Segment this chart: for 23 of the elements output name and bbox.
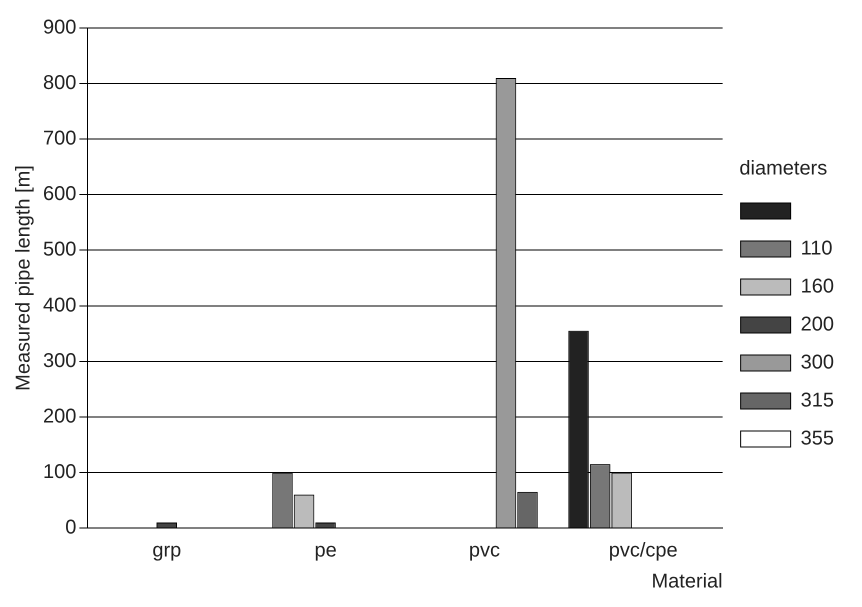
y-tick-label: 500 xyxy=(42,238,76,261)
y-tick-label: 900 xyxy=(42,16,76,39)
y-tick-label: 0 xyxy=(65,516,76,539)
legend-label: 300 xyxy=(800,352,834,374)
legend-label: 355 xyxy=(800,428,834,450)
legend-label: 110 xyxy=(800,238,833,260)
y-tick-label: 700 xyxy=(42,128,76,150)
legend-label: 315 xyxy=(800,390,834,412)
x-tick-label: pvc xyxy=(468,540,500,562)
y-axis-title: Measured pipe length [m] xyxy=(12,165,35,391)
legend-label: 200 xyxy=(800,314,834,336)
y-tick-label: 800 xyxy=(42,72,76,94)
y-tick-label: 200 xyxy=(42,405,76,428)
y-tick-label: 400 xyxy=(42,294,76,316)
y-tick-label: 600 xyxy=(42,183,76,206)
x-axis-title: Material xyxy=(651,570,723,593)
legend-title: diameters xyxy=(739,158,828,180)
legend-label: 160 xyxy=(800,276,834,298)
y-tick-label: 300 xyxy=(42,350,76,372)
x-tick-label: grp xyxy=(152,540,182,562)
x-tick-label: pe xyxy=(314,540,337,562)
x-tick-label: pvc/cpe xyxy=(608,540,678,562)
y-tick-label: 100 xyxy=(42,460,76,483)
